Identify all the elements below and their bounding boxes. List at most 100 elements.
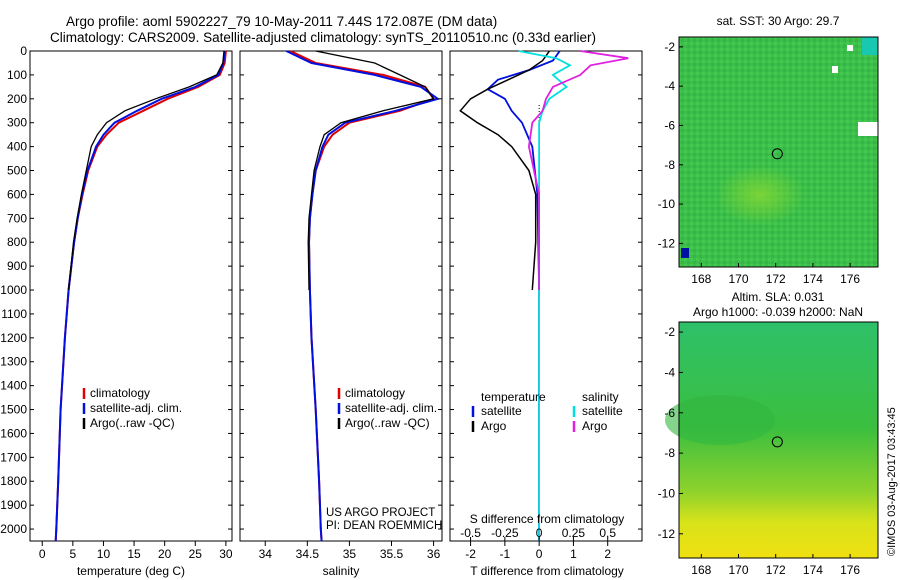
salinity-diff-tick-label: -0.25 [491,526,519,540]
depth-tick-label: 1100 [1,307,27,321]
depth-tick-label: 1200 [0,331,27,345]
sst-warm-patch [715,165,805,225]
map-x-tick-label: 174 [803,563,823,577]
depth-tick-label: 900 [7,259,27,273]
x-tick-label: 2 [604,547,611,561]
legend-label: satellite [481,404,522,418]
sst-cyan-cell [862,37,878,55]
x-tick-label: 15 [127,547,141,561]
series-line-climatology [54,50,227,542]
map-x-tick-label: 174 [803,272,823,286]
series-line-climatology [290,50,436,542]
map-x-tick-label: 168 [691,272,711,286]
map-y-tick-label: -8 [664,446,675,460]
depth-tick-label: 1900 [0,498,27,512]
profile-title: Argo profile: aoml 5902227_79 10-May-201… [66,14,498,29]
map-y-tick-label: -2 [664,325,675,339]
legend-label: climatology [345,386,405,400]
series-line-s-satellite [518,50,572,541]
side-timestamp: ©IMOS 03-Aug-2017 03:43:45 [886,407,898,556]
sst-blue-cell [681,248,689,258]
depth-tick-label: 500 [7,164,27,178]
depth-tick-label: 700 [7,211,27,225]
x-tick-label: 25 [189,547,203,561]
map-y-tick-label: -10 [658,486,676,500]
x-tick-label: 1 [570,547,577,561]
depth-tick-label: 600 [7,187,27,201]
sst-land-cell [832,66,838,73]
sst-map-field [679,37,878,267]
x-tick-label: 20 [158,547,172,561]
project-annotation: US ARGO PROJECT [326,507,435,519]
salinity-diff-tick-label: 0.5 [599,526,616,540]
legend-label: climatology [90,386,150,400]
depth-tick-label: 1800 [0,474,27,488]
salinity-diff-tick-label: 0.25 [562,526,586,540]
map-y-tick-label: -4 [664,365,675,379]
x-tick-label: -2 [465,547,476,561]
sla-dark-band [665,395,775,445]
series-line-t-argo [459,50,551,291]
map-y-tick-label: -8 [664,158,675,172]
sst-map [678,36,879,268]
depth-tick-label: 1000 [0,283,27,297]
sst-land-cell [858,122,878,136]
salinity-diff-tick-label: 0 [536,526,543,540]
map-y-tick-label: -6 [664,406,675,420]
x-tick-label: 5 [70,547,77,561]
legend-label: Argo [582,419,608,433]
sla-map-title: Altim. SLA: 0.031 [732,290,825,304]
depth-tick-label: 1300 [0,355,27,369]
depth-tick-label: 100 [7,68,27,82]
legend-label: satellite [582,404,623,418]
sla-plot-frame [678,321,879,559]
x-tick-label: 10 [97,547,111,561]
series-line-t-satellite [486,50,561,541]
depth-tick-label: 2000 [0,522,27,536]
sst-argo-location-marker [771,148,783,160]
map-x-tick-label: 168 [691,563,711,577]
map-x-tick-label: 176 [840,563,860,577]
sst-plot-frame [678,36,879,268]
map-y-tick-label: -4 [664,79,675,93]
depth-tick-label: 800 [7,235,27,249]
map-y-tick-label: -12 [658,236,676,250]
x-axis-label: T difference from climatology [470,564,624,578]
x-tick-label: 34 [259,547,273,561]
x-tick-label: 0 [536,547,543,561]
series-line-satellite [54,50,226,542]
x-axis-label: salinity [323,564,360,578]
map-x-tick-label: 170 [728,563,748,577]
x-axis-label: temperature (deg C) [77,564,185,578]
climatology-title: Climatology: CARS2009. Satellite-adjuste… [50,30,597,45]
x-tick-label: 35.5 [380,547,404,561]
salinity-plot-frame [239,50,443,542]
depth-tick-label: 300 [7,116,27,130]
map-x-tick-label: 172 [766,272,786,286]
legend-label: satellite-adj. clim. [345,401,437,415]
depth-tick-label: 200 [7,92,27,106]
sla-map [665,321,879,559]
sst-land-cell [847,45,853,51]
legend-label: Argo [481,419,507,433]
legend-title: temperature [481,390,546,404]
x-tick-label: 30 [219,547,233,561]
depth-tick-label: 1700 [0,450,27,464]
legend-title: salinity [582,390,619,404]
sla-argo-location-marker [771,436,783,448]
x-tick-label: -1 [500,547,511,561]
sla-map-subtitle: Argo h1000: -0.039 h2000: NaN [693,305,863,319]
temperature-plot-frame [29,50,233,542]
series-line-satellite [285,50,441,542]
top-axis-label: S difference from climatology [470,512,625,526]
project-annotation: PI: DEAN ROEMMICH [326,520,442,532]
legend-label: satellite-adj. clim. [90,401,182,415]
legend-label: Argo(..raw -QC) [90,416,175,430]
salinity-diff-tick-label: -0.5 [460,526,481,540]
map-x-tick-label: 170 [728,272,748,286]
map-x-tick-label: 176 [840,272,860,286]
series-line-s-argo [527,50,629,290]
side-timestamp-text: ©IMOS 03-Aug-2017 03:43:45 [886,407,898,556]
depth-tick-label: 1500 [0,403,27,417]
map-y-tick-label: -2 [664,40,675,54]
